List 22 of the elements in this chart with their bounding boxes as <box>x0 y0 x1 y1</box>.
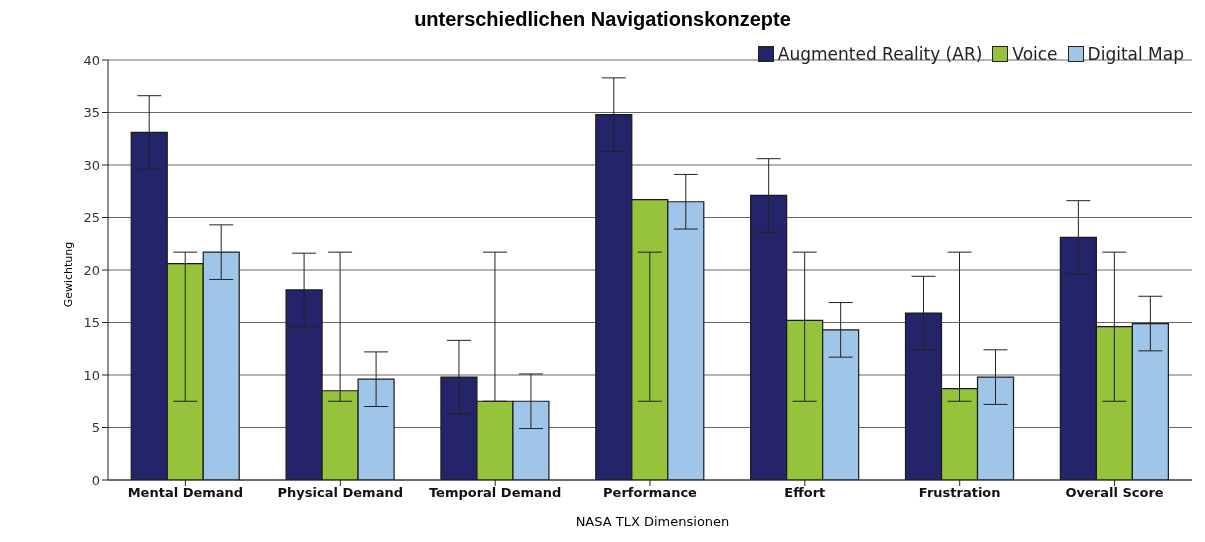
x-tick-label: Mental Demand <box>127 485 244 501</box>
y-tick-label: 30 <box>83 157 100 173</box>
x-tick-label: Effort <box>784 485 826 501</box>
y-tick-label: 35 <box>83 105 100 121</box>
x-axis-title: NASA TLX Dimensionen <box>574 514 731 529</box>
y-tick-label: 0 <box>91 472 100 488</box>
x-tick-label: Temporal Demand <box>428 485 562 501</box>
y-tick-label: 20 <box>83 262 100 278</box>
y-tick-label: 5 <box>91 420 100 436</box>
x-tick-label: Frustration <box>918 485 1001 501</box>
chart-title: unterschiedlichen Navigationskonzepte <box>413 8 792 31</box>
x-tick-label: Physical Demand <box>277 485 403 501</box>
y-tick-label: 10 <box>83 367 100 383</box>
x-tick-label: Overall Score <box>1065 485 1164 501</box>
legend-label: Voice <box>1012 44 1058 64</box>
legend-label: Augmented Reality (AR) <box>777 44 983 64</box>
legend-label: Digital Map <box>1087 44 1184 64</box>
y-tick-label: 25 <box>83 210 100 226</box>
y-axis-title: Gewichtung <box>61 240 75 310</box>
y-tick-label: 40 <box>83 52 100 68</box>
x-tick-label: Performance <box>603 485 698 501</box>
y-tick-label: 15 <box>83 315 100 331</box>
